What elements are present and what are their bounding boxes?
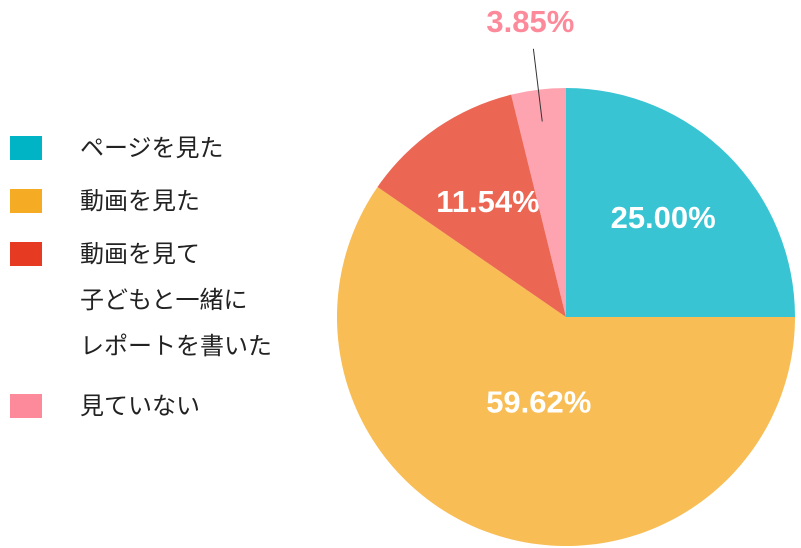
legend-swatch [10,242,42,266]
pie-slice [336,186,795,546]
legend-swatch [10,136,42,160]
pie-slice [377,94,566,317]
data-label: 3.85% [486,4,574,39]
legend-swatch [10,394,42,418]
pie-slice [566,88,795,317]
data-label: 11.54% [436,184,539,219]
legend-label: 見ていない [80,392,200,420]
legend-label: 動画を見て 子どもと一緒に レポートを書いた [80,240,272,360]
legend-label: ページを見た [80,134,224,162]
pie-slice [511,88,566,317]
data-label: 59.62% [486,385,591,420]
legend-label: 動画を見た [80,187,200,215]
leader-line [532,48,543,122]
legend-swatch [10,189,42,213]
data-label: 25.00% [611,200,716,235]
